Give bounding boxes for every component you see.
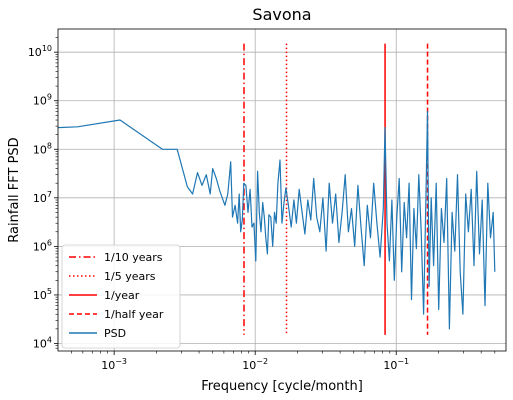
y-tick-label: 104 [33, 335, 52, 350]
legend-label: PSD [104, 327, 126, 340]
plot-area [57, 28, 507, 352]
x-tick-label: 10−2 [242, 357, 268, 372]
y-tick-exponent: 5 [47, 287, 52, 296]
y-tick-exponent: 4 [47, 335, 52, 344]
y-tick-exponent: 6 [47, 238, 52, 247]
y-tick-label: 1010 [28, 44, 52, 59]
y-tick-label: 107 [33, 190, 52, 205]
x-tick-label: 10−1 [383, 357, 409, 372]
y-tick-exponent: 8 [47, 141, 52, 150]
y-tick-exponent: 10 [42, 44, 52, 53]
x-tick-base: 10 [242, 359, 256, 372]
legend-box [61, 244, 181, 349]
x-tick-base: 10 [383, 359, 397, 372]
legend-label: 1/half year [104, 308, 164, 321]
y-tick-label: 105 [33, 287, 52, 302]
legend-label: 1/year [104, 289, 140, 302]
y-tick-base: 10 [33, 95, 47, 108]
y-tick-base: 10 [33, 289, 47, 302]
y-tick-base: 10 [33, 240, 47, 253]
x-tick-label: 10−3 [101, 357, 127, 372]
x-tick-exponent: −3 [115, 357, 127, 366]
y-tick-label: 109 [33, 93, 52, 108]
legend-label: 1/10 years [104, 251, 163, 264]
psd-series-line [57, 110, 496, 330]
y-tick-label: 106 [33, 238, 52, 253]
y-tick-base: 10 [33, 143, 47, 156]
y-tick-label: 108 [33, 141, 52, 156]
chart-title: Savona [252, 5, 311, 24]
y-tick-exponent: 7 [47, 190, 52, 199]
x-tick-exponent: −1 [397, 357, 409, 366]
x-tick-exponent: −2 [256, 357, 268, 366]
legend-label: 1/5 years [104, 270, 156, 283]
legend: 1/10 years 1/5 years 1/year 1/half year PSD [61, 244, 181, 349]
series-lines [57, 110, 496, 330]
y-tick-base: 10 [33, 337, 47, 350]
y-tick-exponent: 9 [47, 93, 52, 102]
y-axis-label: Rainfall FFT PSD [7, 137, 22, 242]
x-tick-base: 10 [101, 359, 115, 372]
y-tick-base: 10 [33, 192, 47, 205]
x-axis-label: Frequency [cycle/month] [201, 379, 363, 394]
y-tick-base: 10 [28, 46, 42, 59]
